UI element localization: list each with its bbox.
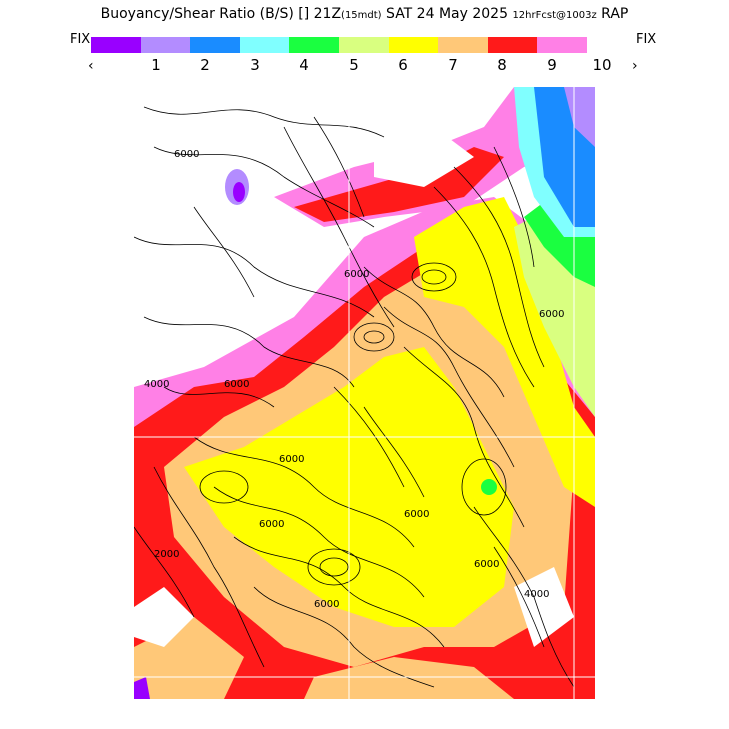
contour-label: 4000 (144, 379, 169, 390)
legend-tick: 8 (497, 56, 507, 74)
contour-label: 6000 (404, 509, 429, 520)
contour-label: 6000 (474, 559, 499, 570)
legend-swatch-6[interactable] (338, 37, 389, 53)
legend-tick: 4 (299, 56, 309, 74)
legend-tick: 3 (250, 56, 260, 74)
legend-swatch-5[interactable] (289, 37, 339, 53)
legend-swatch-7[interactable] (388, 37, 439, 53)
terrain-contours (134, 106, 575, 688)
legend-tick: 10 (592, 56, 612, 74)
map-graphic: 6000 6000 6000 6000 6000 4000 2000 6000 … (134, 87, 595, 699)
contour-label: 6000 (224, 379, 249, 390)
title-model: RAP (601, 6, 629, 22)
prev-arrow-icon[interactable]: ‹ (88, 58, 94, 74)
legend-swatch-3[interactable] (190, 37, 240, 53)
next-arrow-icon[interactable]: › (632, 58, 638, 74)
weather-map[interactable]: 6000 6000 6000 6000 6000 4000 2000 6000 … (134, 87, 595, 699)
fix-left-button[interactable]: FIX (70, 32, 91, 47)
contour-label: 2000 (154, 549, 179, 560)
title-valid: (15mdt) (341, 10, 382, 21)
legend-swatch-8[interactable] (438, 37, 488, 53)
legend-tick: 1 (151, 56, 161, 74)
contour-label: 6000 (344, 269, 369, 280)
legend-tick: 6 (398, 56, 408, 74)
contour-label: 4000 (524, 589, 549, 600)
legend-tick: 5 (349, 56, 359, 74)
title-run: 12hrFcst@1003z (512, 10, 597, 21)
contour-label: 6000 (279, 454, 304, 465)
map-title: Buoyancy/Shear Ratio (B/S) [] 21Z(15mdt)… (0, 6, 729, 22)
legend-swatch-9[interactable] (487, 37, 538, 53)
legend-swatch-4[interactable] (239, 37, 290, 53)
legend-tick: 9 (547, 56, 557, 74)
contour-label: 6000 (174, 149, 199, 160)
legend-swatch-1[interactable] (91, 37, 141, 53)
fix-right-button[interactable]: FIX (636, 32, 657, 47)
color-legend (91, 37, 587, 53)
title-main: Buoyancy/Shear Ratio (B/S) [] 21Z (100, 6, 342, 22)
legend-swatch-2[interactable] (140, 37, 191, 53)
contour-label: 6000 (314, 599, 339, 610)
title-date: SAT 24 May 2025 (386, 6, 508, 22)
legend-tick: 7 (448, 56, 458, 74)
legend-tick: 2 (200, 56, 210, 74)
contour-label: 6000 (539, 309, 564, 320)
state-boundaries (134, 87, 595, 699)
legend-swatch-10[interactable] (537, 37, 587, 53)
contour-label: 6000 (259, 519, 284, 530)
field-purple (134, 182, 245, 699)
